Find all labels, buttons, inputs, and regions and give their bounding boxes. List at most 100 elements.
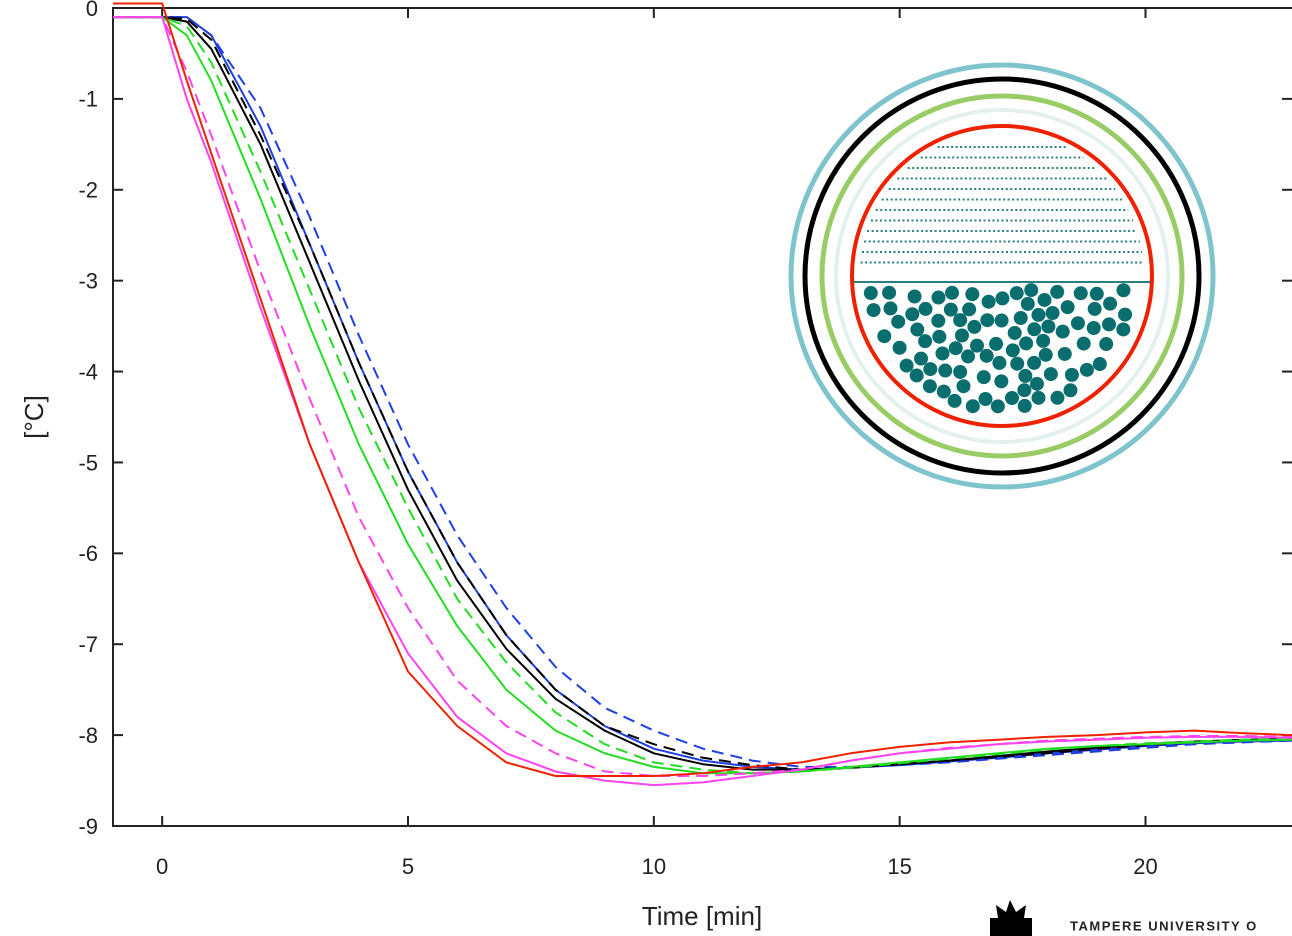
particle: [1020, 296, 1035, 311]
particle: [882, 285, 897, 300]
particle: [1017, 398, 1032, 413]
particle: [947, 393, 962, 408]
logo-text: TAMPERE UNIVERSITY O: [1070, 918, 1258, 933]
particle: [905, 307, 920, 322]
particle: [1116, 322, 1131, 337]
particle: [994, 374, 1009, 389]
particle: [1050, 284, 1065, 299]
particle: [1064, 367, 1079, 382]
particle: [1116, 283, 1131, 298]
particle: [1009, 286, 1024, 301]
particle: [980, 313, 995, 328]
particle: [1057, 346, 1072, 361]
particle: [981, 294, 996, 309]
particle: [953, 313, 968, 328]
particle: [1005, 390, 1020, 405]
y-tick-label: -3: [78, 268, 98, 293]
particle: [1092, 357, 1107, 372]
particle: [910, 322, 925, 337]
plot-frame: [112, 7, 1292, 827]
x-axis-label: Time [min]: [642, 901, 762, 931]
particle: [1037, 292, 1052, 307]
particle: [922, 379, 937, 394]
series-line: [113, 16, 1292, 771]
particle: [1070, 316, 1085, 331]
particle: [931, 290, 946, 305]
particle: [931, 313, 946, 328]
particle: [936, 384, 951, 399]
particle: [953, 364, 968, 379]
y-tick-label: -4: [78, 359, 98, 384]
particle: [1103, 296, 1118, 311]
particle: [892, 340, 907, 355]
y-tick-label: 0: [86, 0, 98, 21]
series-line: [113, 16, 1292, 775]
particle: [918, 334, 933, 349]
particle: [923, 362, 938, 377]
particle: [1076, 336, 1091, 351]
particle: [1031, 307, 1046, 322]
particle: [969, 338, 984, 353]
particle: [995, 291, 1010, 306]
particle: [1086, 320, 1101, 335]
particle: [907, 289, 922, 304]
particle: [877, 329, 892, 344]
series-line: [113, 16, 1292, 771]
particle: [1017, 383, 1032, 398]
particle: [866, 303, 881, 318]
series-line: [113, 2, 1292, 777]
y-tick-label: -8: [78, 723, 98, 748]
x-tick-label: 0: [156, 854, 168, 879]
particle: [1007, 325, 1022, 340]
particle: [1043, 367, 1058, 382]
particle: [965, 287, 980, 302]
logo: TAMPERE UNIVERSITY O: [990, 900, 1258, 936]
x-tick-label: 15: [887, 854, 911, 879]
particle: [961, 349, 976, 364]
particle: [1027, 322, 1042, 337]
particle: [1031, 390, 1046, 405]
particle: [945, 285, 960, 300]
particle: [1079, 362, 1094, 377]
particle: [1024, 283, 1039, 298]
particle: [1019, 336, 1034, 351]
particle: [943, 302, 958, 317]
y-tick-label: -1: [78, 87, 98, 112]
particle: [914, 351, 929, 366]
particle: [979, 348, 994, 363]
particle: [1027, 355, 1042, 370]
particle: [1036, 333, 1051, 348]
series-line: [113, 16, 1292, 787]
particle: [962, 302, 977, 317]
particle: [992, 355, 1007, 370]
particle: [1010, 356, 1025, 371]
particle: [1073, 286, 1088, 301]
particle: [891, 314, 906, 329]
x-tick-label: 20: [1133, 854, 1157, 879]
particle: [1063, 383, 1078, 398]
particle: [994, 313, 1009, 328]
particle: [1099, 337, 1114, 352]
x-tick-label: 5: [402, 854, 414, 879]
particle: [935, 346, 950, 361]
series-line: [113, 16, 1292, 777]
inset-diagram: [788, 62, 1216, 490]
y-tick-label: -6: [78, 541, 98, 566]
particle: [863, 286, 878, 301]
particle: [883, 301, 898, 316]
particle: [1005, 343, 1020, 358]
particle: [1041, 319, 1056, 334]
series-line: [113, 16, 1292, 768]
particle: [1029, 376, 1044, 391]
y-tick-label: -2: [78, 178, 98, 203]
particle: [1118, 307, 1133, 322]
particle: [1038, 347, 1053, 362]
y-tick-label: -9: [78, 814, 98, 839]
particle: [938, 363, 953, 378]
particle: [1050, 390, 1065, 405]
particle: [918, 301, 933, 316]
particle: [967, 319, 982, 334]
particle: [978, 391, 993, 406]
y-tick-label: -5: [78, 450, 98, 475]
